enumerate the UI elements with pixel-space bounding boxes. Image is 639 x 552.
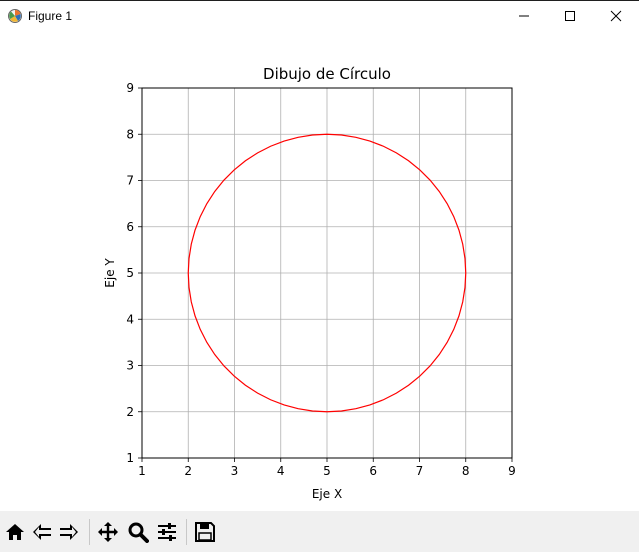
x-axis-label: Eje X (312, 487, 342, 501)
figure-canvas[interactable]: 1 2 3 4 5 6 7 8 9 1 2 3 4 5 6 7 8 9 Dibujo de Círculo Eje… (0, 31, 639, 511)
forward-icon (60, 524, 78, 540)
window-titlebar: Figure 1 (0, 0, 639, 31)
home-button[interactable] (3, 520, 27, 544)
matplotlib-app-icon (8, 9, 22, 23)
plot-area (187, 133, 467, 413)
close-icon (610, 10, 622, 22)
save-button[interactable] (193, 520, 217, 544)
maximize-icon (565, 11, 575, 21)
y-tick-label: 1 (126, 451, 134, 465)
window-title: Figure 1 (28, 9, 73, 23)
back-button[interactable] (30, 520, 54, 544)
chart[interactable]: 1 2 3 4 5 6 7 8 9 1 2 3 4 5 6 7 8 9 Dibujo de Círculo Eje… (0, 31, 639, 511)
maximize-button[interactable] (547, 1, 593, 31)
x-tick-label: 3 (231, 464, 239, 478)
x-tick-label: 4 (277, 464, 285, 478)
tick-marks: 1 2 3 4 5 6 7 8 9 1 2 3 4 5 6 7 8 9 (126, 81, 515, 478)
y-tick-label: 7 (126, 174, 134, 188)
y-axis-label: Eje Y (103, 258, 117, 288)
back-icon (33, 524, 51, 540)
y-tick-label: 6 (126, 220, 134, 234)
circle-series-line (187, 133, 467, 413)
forward-button[interactable] (57, 520, 81, 544)
configure-subplots-icon (158, 523, 176, 541)
grid-lines (141, 87, 513, 459)
chart-title: Dibujo de Círculo (263, 65, 391, 83)
zoom-button[interactable] (126, 520, 150, 544)
pan-icon (98, 522, 118, 542)
save-icon (195, 522, 215, 542)
minimize-button[interactable] (501, 1, 547, 31)
y-tick-label: 9 (126, 81, 134, 95)
pan-button[interactable] (96, 520, 120, 544)
y-tick-label: 2 (126, 405, 134, 419)
minimize-icon (519, 15, 529, 17)
y-tick-label: 4 (126, 312, 134, 326)
x-tick-label: 7 (416, 464, 424, 478)
x-tick-label: 5 (323, 464, 331, 478)
close-button[interactable] (593, 1, 639, 31)
toolbar-separator (89, 519, 90, 545)
x-tick-label: 1 (138, 464, 146, 478)
y-tick-label: 3 (126, 359, 134, 373)
navigation-toolbar (0, 511, 639, 552)
x-tick-label: 8 (462, 464, 470, 478)
y-tick-label: 8 (126, 127, 134, 141)
home-icon (6, 524, 24, 540)
configure-subplots-button[interactable] (155, 520, 179, 544)
x-tick-label: 9 (508, 464, 516, 478)
y-tick-label: 5 (126, 266, 134, 280)
toolbar-separator (186, 519, 187, 545)
zoom-icon (128, 522, 149, 543)
x-tick-label: 2 (184, 464, 192, 478)
x-tick-label: 6 (369, 464, 377, 478)
